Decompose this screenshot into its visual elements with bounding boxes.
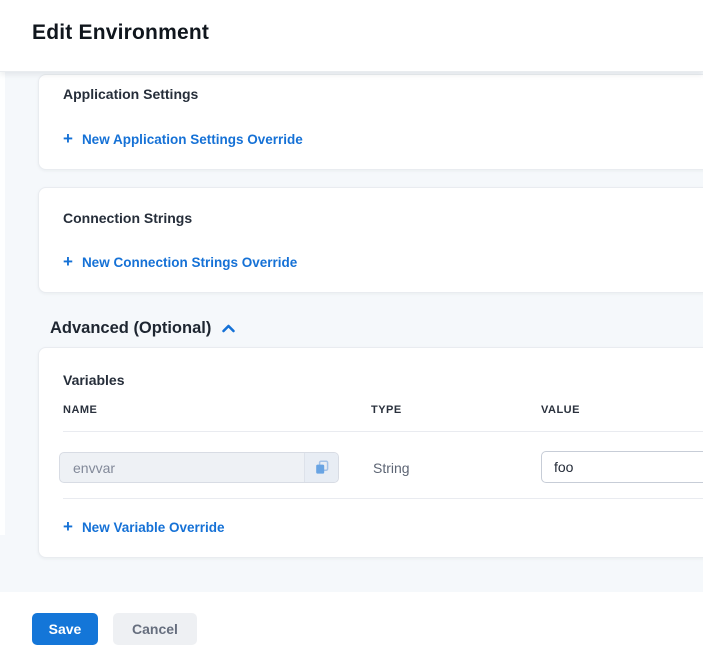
new-variable-override-link[interactable]: + New Variable Override xyxy=(63,516,225,536)
variable-type-text: String xyxy=(373,460,410,476)
connection-strings-title: Connection Strings xyxy=(63,210,193,226)
application-settings-title: Application Settings xyxy=(63,86,199,102)
advanced-section-toggle[interactable]: Advanced (Optional) xyxy=(50,319,236,338)
add-link-label: New Variable Override xyxy=(81,520,225,535)
copy-button[interactable] xyxy=(304,453,338,482)
scroll-gutter xyxy=(0,71,5,535)
connection-strings-card: Connection Strings + New Connection Stri… xyxy=(38,187,703,293)
column-header-type: TYPE xyxy=(371,404,402,416)
plus-icon: + xyxy=(63,251,73,271)
variable-value-input[interactable] xyxy=(541,451,703,483)
content-area: Application Settings + New Application S… xyxy=(0,71,703,592)
plus-icon: + xyxy=(63,516,73,536)
action-footer: Save Cancel xyxy=(0,592,703,651)
application-settings-card: Application Settings + New Application S… xyxy=(38,74,703,170)
table-divider xyxy=(63,431,703,432)
new-connection-strings-override-link[interactable]: + New Connection Strings Override xyxy=(63,251,298,271)
copy-icon xyxy=(315,460,328,474)
cancel-button[interactable]: Cancel xyxy=(113,613,197,645)
plus-icon: + xyxy=(63,128,73,148)
new-application-settings-override-link[interactable]: + New Application Settings Override xyxy=(63,128,303,148)
chevron-up-icon xyxy=(222,324,236,333)
save-button[interactable]: Save xyxy=(32,613,98,645)
column-header-name: NAME xyxy=(63,404,98,416)
add-link-label: New Application Settings Override xyxy=(81,132,303,147)
page-title: Edit Environment xyxy=(32,21,210,44)
page-header: Edit Environment xyxy=(0,0,703,72)
variable-name-input xyxy=(60,453,304,482)
advanced-section-label: Advanced (Optional) xyxy=(50,319,212,337)
column-header-value: VALUE xyxy=(541,404,580,416)
table-divider xyxy=(63,498,703,499)
variable-name-field xyxy=(59,452,339,483)
variables-card: Variables NAME TYPE VALUE String xyxy=(38,347,703,558)
add-link-label: New Connection Strings Override xyxy=(81,255,298,270)
variables-title: Variables xyxy=(63,372,125,388)
